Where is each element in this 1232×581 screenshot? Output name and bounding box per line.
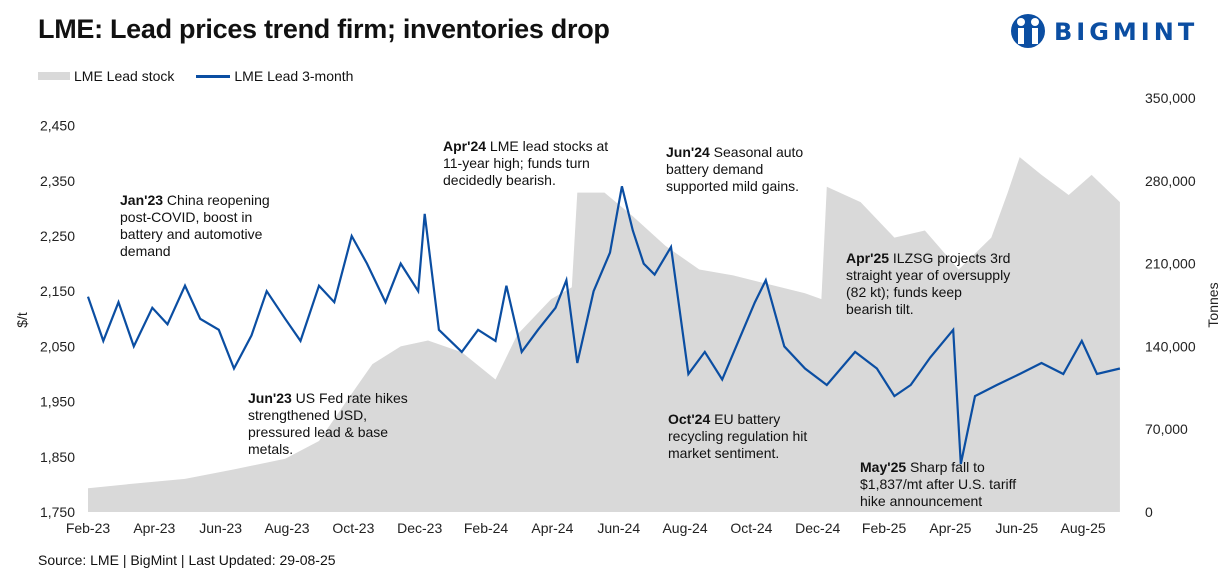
logo-text: BIGMINT [1054,18,1199,46]
x-tick-label: Jun-24 [597,520,640,536]
logo-icon [1011,14,1045,48]
y-tick-label: 2,150 [40,283,75,299]
annotation: Jun'24 Seasonal auto battery demand supp… [666,144,804,194]
annotation: Apr'24 LME lead stocks at 11-year high; … [443,138,609,188]
y2-axis-label: Tonnes [1205,282,1221,327]
x-tick-label: Jun-23 [199,520,242,536]
legend-swatch-line [196,74,231,78]
x-tick-label: Aug-25 [1061,520,1106,536]
x-tick-label: Feb-24 [464,520,509,536]
legend-label: LME Lead stock [74,68,175,84]
legend-swatch-area [38,72,70,80]
x-tick-label: Dec-23 [397,520,442,536]
legend-label: LME Lead 3-month [234,68,354,84]
x-tick-label: Feb-25 [862,520,907,536]
x-tick-label: Apr-25 [929,520,971,536]
y2-tick-label: 280,000 [1145,173,1196,189]
y2-tick-label: 350,000 [1145,90,1196,106]
y-axis-label: $/t [14,312,30,328]
x-tick-label: Apr-24 [531,520,573,536]
x-tick-label: Jun-25 [995,520,1038,536]
x-tick-label: Oct-24 [730,520,772,536]
chart-title: LME: Lead prices trend firm; inventories… [38,14,610,44]
x-tick-label: Feb-23 [66,520,111,536]
y-tick-label: 2,050 [40,338,75,354]
x-tick-label: Oct-23 [332,520,374,536]
x-tick-label: Apr-23 [133,520,175,536]
y-tick-label: 1,850 [40,449,75,465]
price-line [86,186,1121,465]
y-tick-label: 1,950 [40,394,75,410]
y2-tick-label: 210,000 [1145,256,1196,272]
y2-tick-label: 0 [1145,504,1153,520]
legend-item-stock: LME Lead stock [38,68,174,84]
x-tick-label: Aug-23 [264,520,309,536]
annotation: Oct'24 EU battery recycling regulation h… [668,411,808,461]
y-tick-label: 2,450 [40,118,75,134]
legend: LME Lead stock LME Lead 3-month [38,68,353,84]
y2-tick-label: 140,000 [1145,338,1196,354]
bigmint-logo: BIGMINT [1010,12,1198,52]
annotation: May'25 Sharp fall to $1,837/mt after U.S… [860,459,1017,509]
x-tick-label: Dec-24 [795,520,840,536]
y-tick-label: 2,350 [40,173,75,189]
annotation: Jun'23 US Fed rate hikes strengthened US… [248,390,408,457]
source-note: Source: LME | BigMint | Last Updated: 29… [38,552,336,568]
legend-item-price: LME Lead 3-month [196,68,353,84]
annotation: Jan'23 China reopening post-COVID, boost… [120,192,270,259]
y-tick-label: 2,250 [40,228,75,244]
y-tick-label: 1,750 [40,504,75,520]
stock-area [88,157,1120,512]
x-tick-label: Aug-24 [662,520,707,536]
annotation: Apr'25 ILZSG projects 3rd straight year … [846,250,1011,317]
y2-tick-label: 70,000 [1145,421,1188,437]
